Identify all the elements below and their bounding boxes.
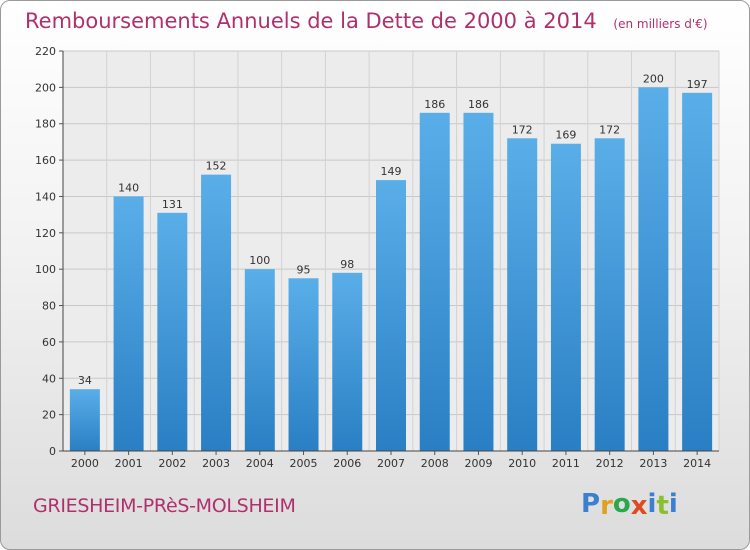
bar bbox=[594, 138, 625, 452]
chart-unit: (en milliers d'€) bbox=[613, 17, 708, 31]
x-tick-label: 2011 bbox=[552, 457, 580, 470]
bar bbox=[113, 196, 144, 451]
bar bbox=[419, 112, 450, 452]
logo-letter: P bbox=[581, 489, 601, 519]
bar bbox=[550, 143, 581, 451]
y-tick-label: 200 bbox=[35, 81, 56, 94]
chart-title: Remboursements Annuels de la Dette de 20… bbox=[25, 9, 708, 33]
logo-letter: t bbox=[656, 491, 669, 521]
bar-value-label: 152 bbox=[206, 160, 227, 173]
y-tick-label: 60 bbox=[42, 336, 56, 349]
proxiti-logo: Proxiti bbox=[581, 489, 678, 521]
bar-value-label: 172 bbox=[512, 123, 533, 136]
x-tick-label: 2000 bbox=[71, 457, 99, 470]
bar bbox=[638, 87, 669, 451]
bar bbox=[288, 278, 319, 451]
x-tick-label: 2007 bbox=[377, 457, 405, 470]
bar-value-label: 169 bbox=[555, 129, 576, 142]
y-tick-label: 180 bbox=[35, 118, 56, 131]
bar bbox=[201, 174, 232, 452]
bar-value-label: 200 bbox=[643, 72, 664, 85]
bar-value-label: 95 bbox=[297, 263, 311, 276]
y-tick-label: 140 bbox=[35, 190, 56, 203]
logo-letter: o bbox=[612, 489, 631, 519]
bar-value-label: 140 bbox=[118, 181, 139, 194]
bar-value-label: 100 bbox=[249, 254, 270, 267]
bar-value-label: 197 bbox=[687, 78, 708, 91]
logo-letter: i bbox=[647, 489, 657, 519]
x-tick-label: 2001 bbox=[115, 457, 143, 470]
x-tick-label: 2002 bbox=[158, 457, 186, 470]
bar-value-label: 131 bbox=[162, 198, 183, 211]
y-tick-label: 220 bbox=[35, 45, 56, 58]
bars-layer: 34 140 131 152 100 95 98 149 186 186 172 169 172 200 1… bbox=[69, 72, 713, 452]
logo-letter: r bbox=[600, 491, 613, 521]
bar bbox=[332, 272, 363, 451]
x-tick-label: 2003 bbox=[202, 457, 230, 470]
bar bbox=[507, 138, 538, 452]
city-name: GRIESHEIM-PRèS-MOLSHEIM bbox=[33, 495, 296, 517]
x-tick-label: 2008 bbox=[421, 457, 449, 470]
x-tick-label: 2012 bbox=[596, 457, 624, 470]
axis-layer: 0 20 40 60 80 100 120 140 160 180 200 220 2000 2001 20… bbox=[35, 45, 719, 470]
bar bbox=[682, 92, 713, 452]
bar-value-label: 172 bbox=[599, 123, 620, 136]
bar bbox=[157, 212, 188, 451]
x-tick-label: 2013 bbox=[639, 457, 667, 470]
bar-value-label: 186 bbox=[424, 98, 445, 111]
bar-value-label: 186 bbox=[468, 98, 489, 111]
y-tick-label: 40 bbox=[42, 372, 56, 385]
logo-letter: i bbox=[668, 489, 678, 519]
bar-value-label: 149 bbox=[381, 165, 402, 178]
y-tick-label: 100 bbox=[35, 263, 56, 276]
x-tick-label: 2004 bbox=[246, 457, 274, 470]
y-tick-label: 160 bbox=[35, 154, 56, 167]
x-tick-label: 2006 bbox=[333, 457, 361, 470]
bar-value-label: 98 bbox=[340, 258, 354, 271]
bar bbox=[244, 269, 275, 451]
bar bbox=[463, 112, 494, 452]
x-tick-label: 2010 bbox=[508, 457, 536, 470]
y-tick-label: 0 bbox=[49, 445, 56, 458]
x-tick-label: 2009 bbox=[464, 457, 492, 470]
bar bbox=[69, 389, 100, 451]
x-tick-label: 2014 bbox=[683, 457, 711, 470]
bar bbox=[376, 180, 406, 451]
bar-value-label: 34 bbox=[78, 374, 92, 387]
x-tick-label: 2005 bbox=[290, 457, 318, 470]
y-tick-label: 120 bbox=[35, 227, 56, 240]
logo-letter: x bbox=[630, 491, 648, 521]
chart-title-text: Remboursements Annuels de la Dette de 20… bbox=[25, 9, 597, 33]
y-tick-label: 20 bbox=[42, 409, 56, 422]
y-tick-label: 80 bbox=[42, 300, 56, 313]
